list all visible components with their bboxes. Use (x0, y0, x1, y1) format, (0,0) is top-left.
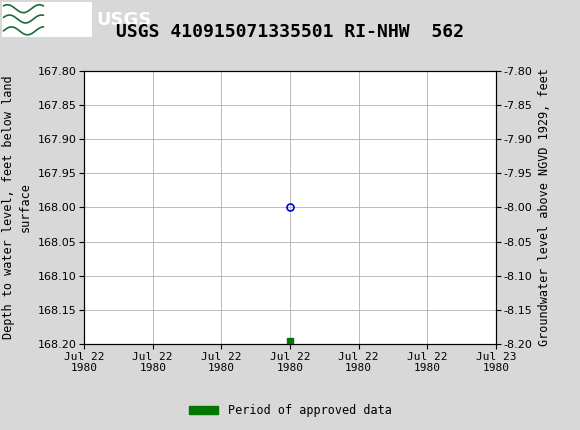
Text: USGS: USGS (97, 11, 152, 29)
Legend: Period of approved data: Period of approved data (184, 399, 396, 422)
Text: USGS 410915071335501 RI-NHW  562: USGS 410915071335501 RI-NHW 562 (116, 23, 464, 41)
Y-axis label: Depth to water level, feet below land
surface: Depth to water level, feet below land su… (2, 76, 32, 339)
Bar (2, 3, 92, 37)
Y-axis label: Groundwater level above NGVD 1929, feet: Groundwater level above NGVD 1929, feet (538, 68, 551, 347)
